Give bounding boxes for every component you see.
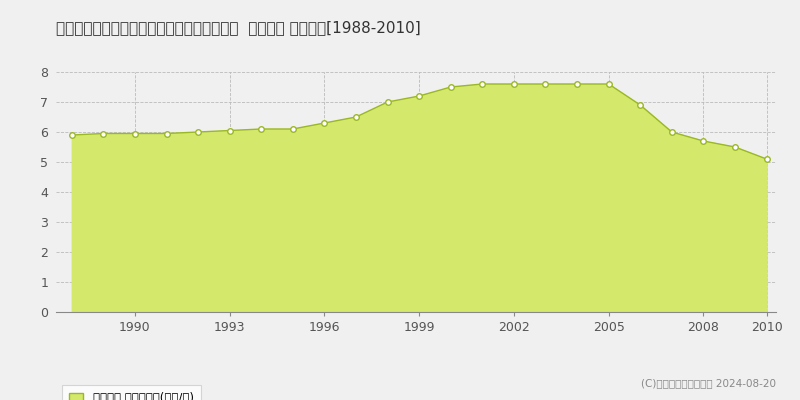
- Text: 北海道旭川市忠和４条１丁目６６番７４０外  地価公示 地価推移[1988-2010]: 北海道旭川市忠和４条１丁目６６番７４０外 地価公示 地価推移[1988-2010…: [56, 20, 421, 35]
- Legend: 地価公示 平均坪単価(万円/坪): 地価公示 平均坪単価(万円/坪): [62, 385, 201, 400]
- Text: (C)土地価格ドットコム 2024-08-20: (C)土地価格ドットコム 2024-08-20: [641, 378, 776, 388]
